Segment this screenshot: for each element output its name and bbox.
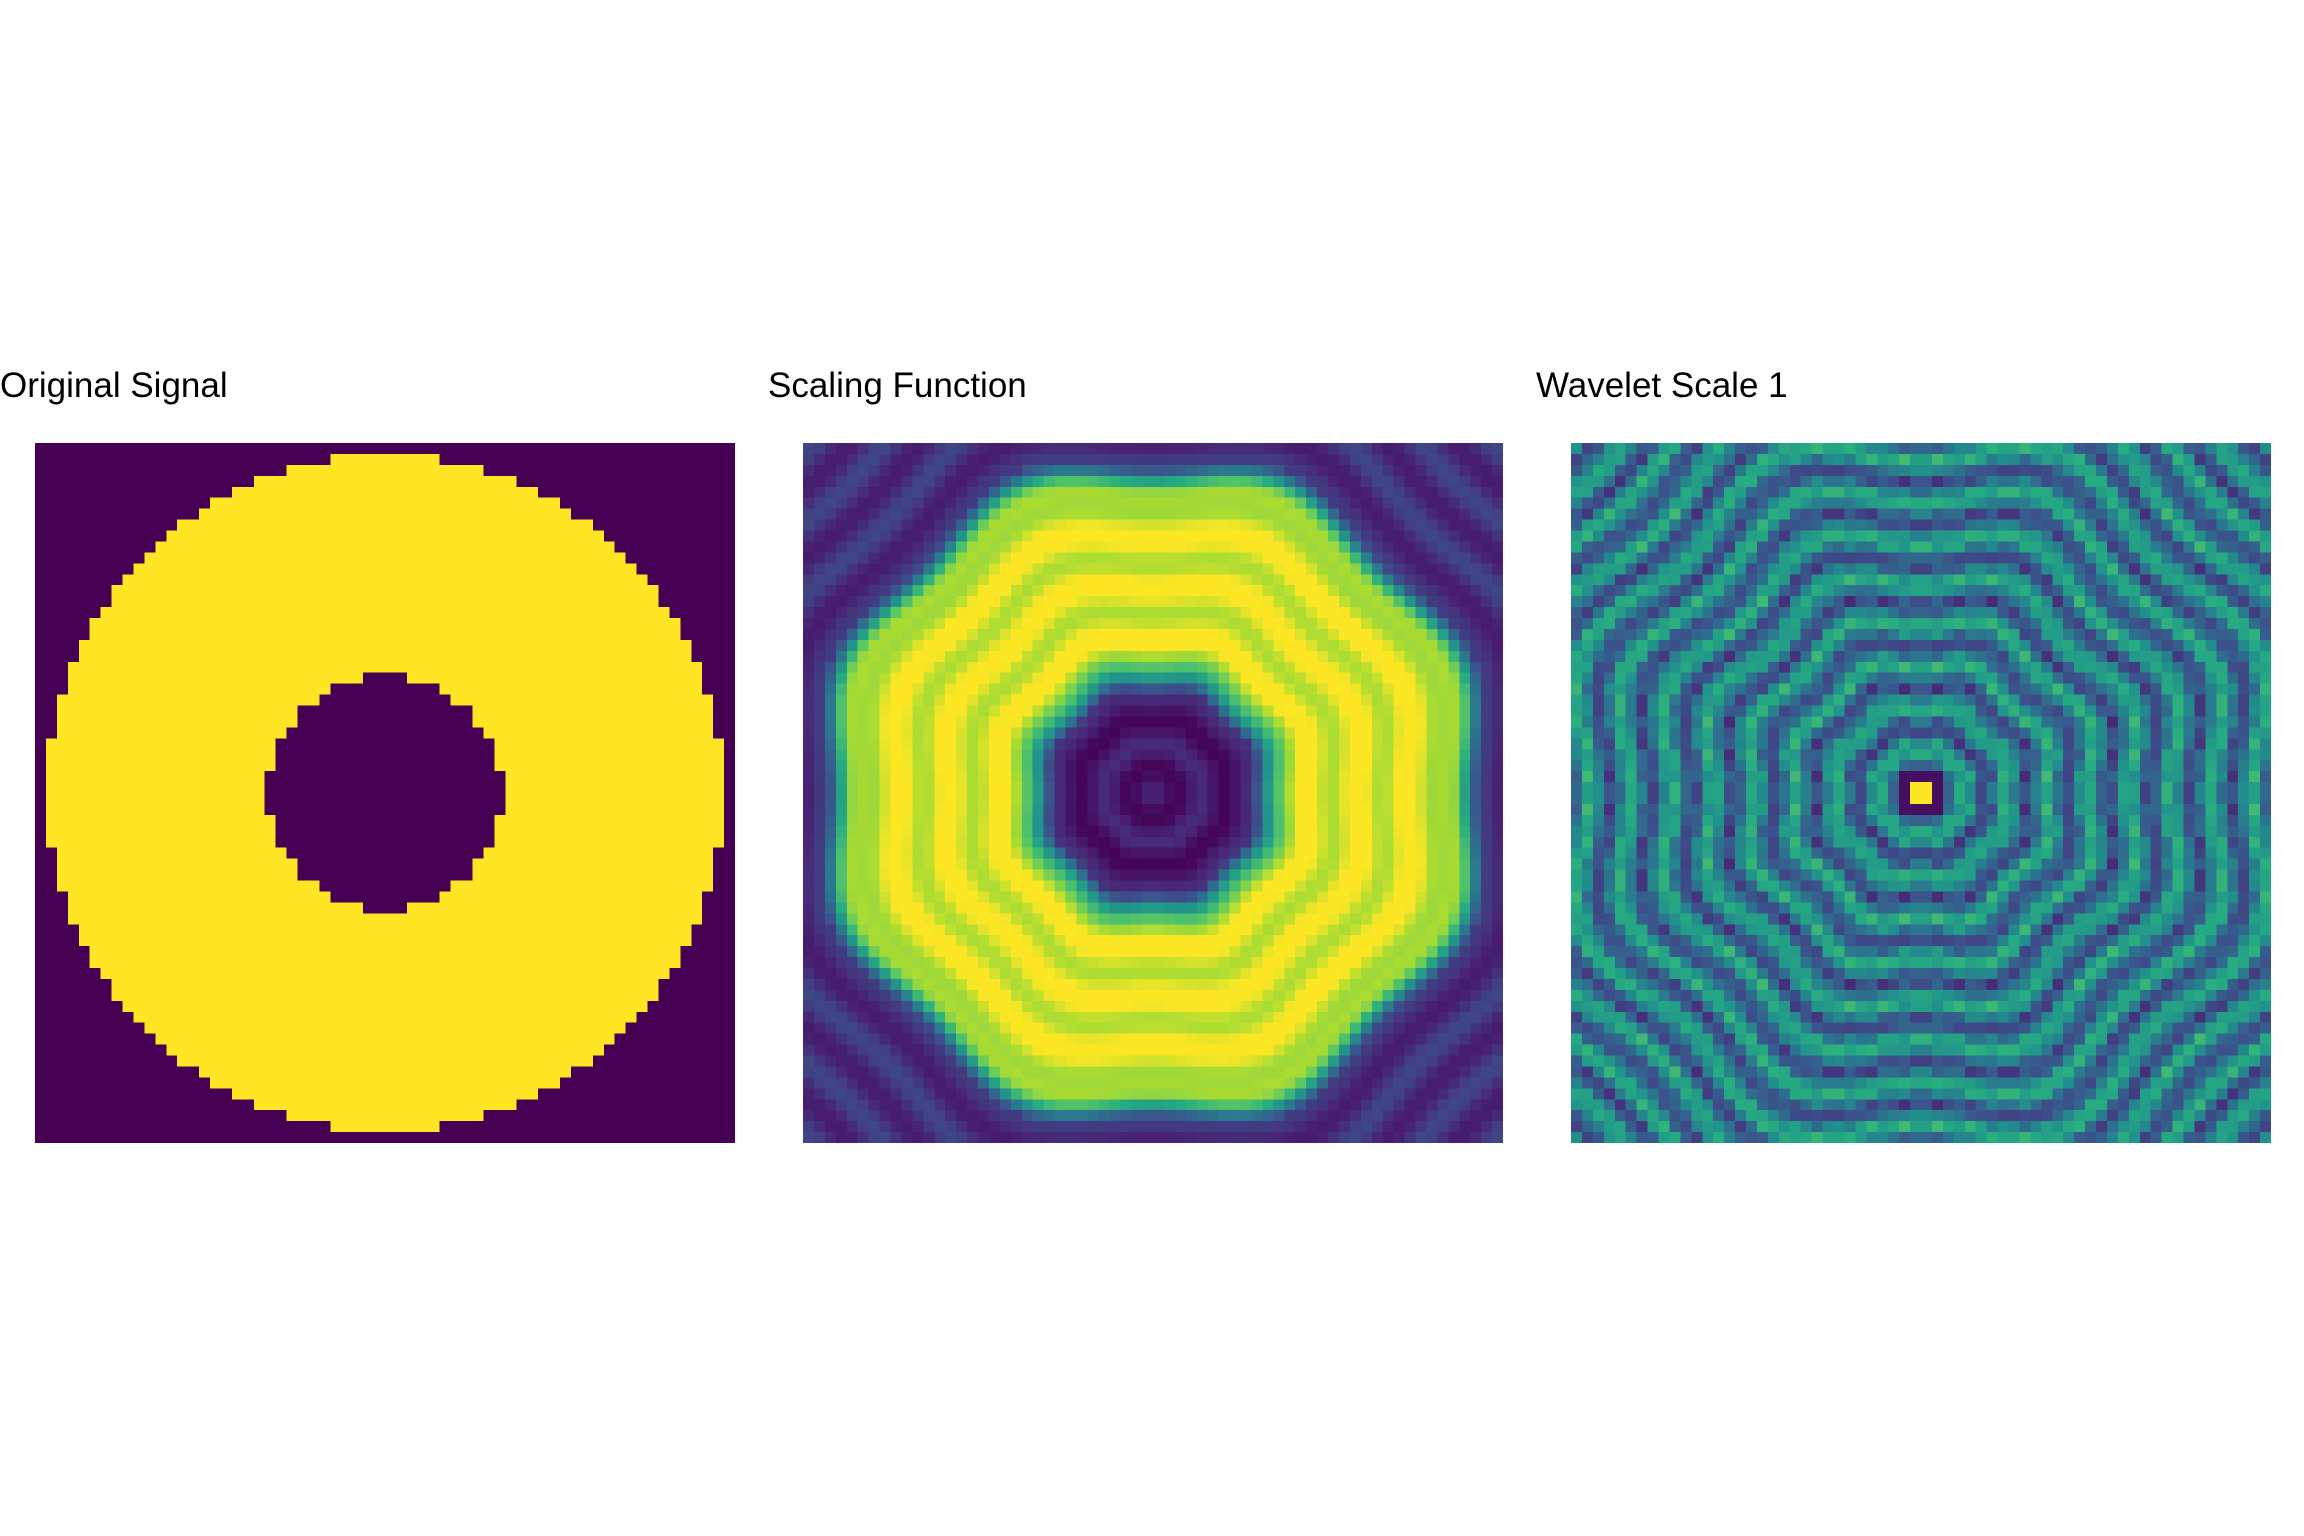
panel-title: Original Signal <box>0 366 228 405</box>
heatmap-wavelet-scale-1 <box>1571 443 2271 1143</box>
panel-original-signal: Original Signal <box>0 0 768 1536</box>
panel-title: Scaling Function <box>768 366 1027 405</box>
panel-title: Wavelet Scale 1 <box>1536 366 1788 405</box>
heatmap-original-signal <box>35 443 735 1143</box>
heatmap-scaling-function <box>803 443 1503 1143</box>
panel-scaling-function: Scaling Function <box>768 0 1536 1536</box>
panel-wavelet-scale-1: Wavelet Scale 1 <box>1536 0 2304 1536</box>
